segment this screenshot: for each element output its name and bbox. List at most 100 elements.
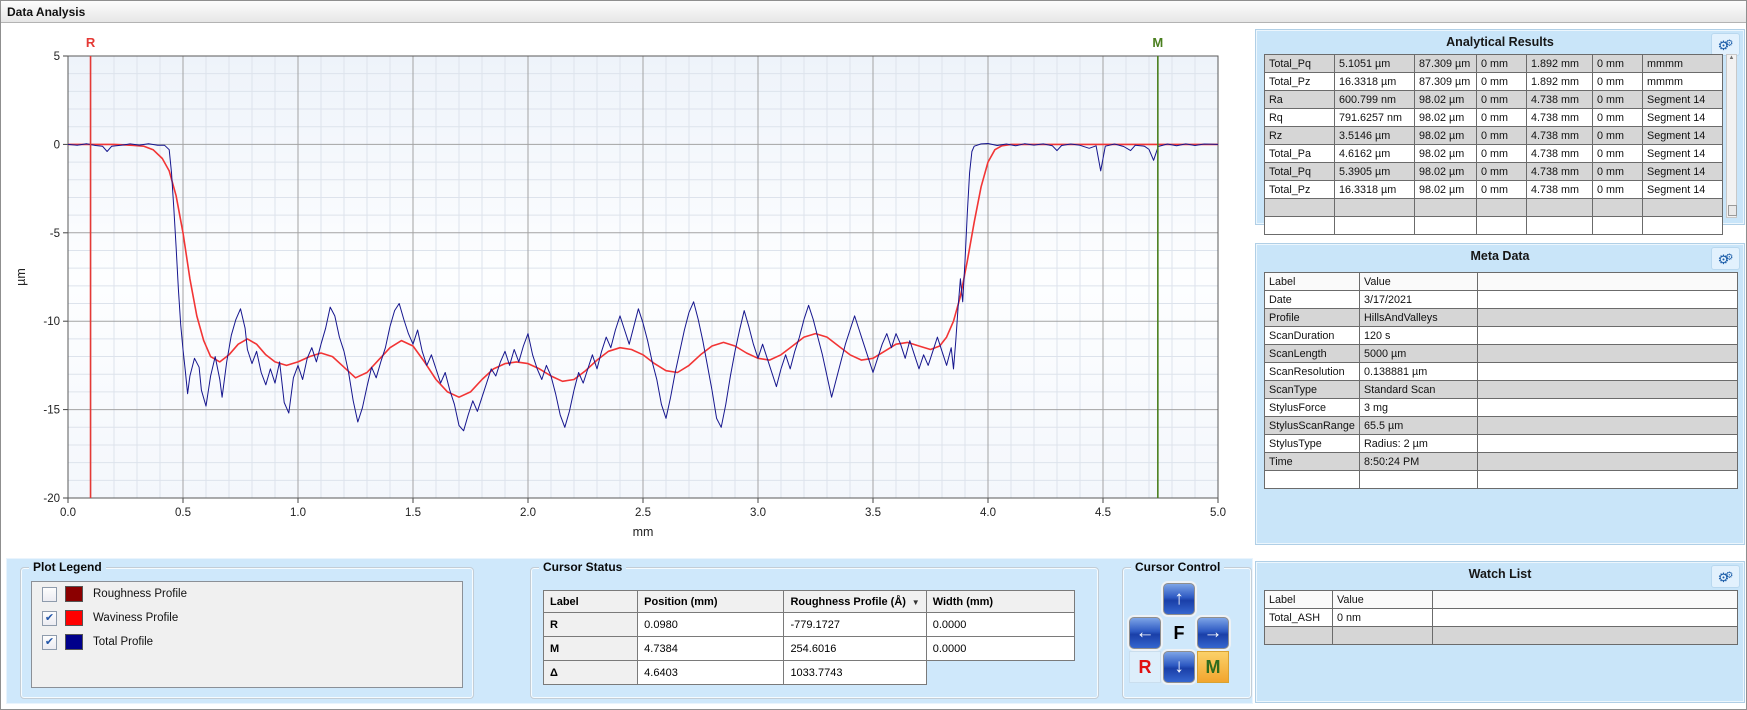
window-titlebar[interactable]: Data Analysis <box>1 1 1746 23</box>
meta-data-table: LabelValueDate3/17/2021 ProfileHillsAndV… <box>1264 272 1738 489</box>
cell <box>1265 627 1333 645</box>
result-cell: Total_Pz <box>1265 181 1335 199</box>
column-header: Label <box>544 591 638 613</box>
result-row[interactable]: Ra600.799 nm98.02 µm0 mm4.738 mm0 mmSegm… <box>1265 91 1723 109</box>
x-tick-label: 3.0 <box>750 507 766 519</box>
checkbox[interactable]: ✔ <box>42 611 57 626</box>
result-row[interactable]: Total_Pz16.3318 µm87.309 µm0 mm1.892 mm0… <box>1265 73 1723 91</box>
result-cell: 0 mm <box>1477 73 1527 91</box>
cursor-fine-button[interactable]: F <box>1163 617 1195 649</box>
meta-row[interactable]: ScanDuration120 s <box>1265 327 1738 345</box>
meta-row[interactable]: ScanLength5000 µm <box>1265 345 1738 363</box>
column-header: Label <box>1265 591 1333 609</box>
x-axis-label: mm <box>633 525 654 539</box>
result-cell: 87.309 µm <box>1415 73 1477 91</box>
cell <box>1478 417 1738 435</box>
cell: ScanLength <box>1265 345 1360 363</box>
analytical-results-title: Analytical Results <box>1256 35 1744 49</box>
watch-row[interactable] <box>1265 627 1738 645</box>
meta-row[interactable]: Time8:50:24 PM <box>1265 453 1738 471</box>
x-tick-label: 4.5 <box>1095 507 1111 519</box>
analytical-results-table: Total_Pq5.1051 µm87.309 µm0 mm1.892 mm0 … <box>1264 54 1723 235</box>
result-row[interactable]: Total_Pa4.6162 µm98.02 µm0 mm4.738 mm0 m… <box>1265 145 1723 163</box>
cell <box>1478 327 1738 345</box>
cursor-m-select-button[interactable]: M <box>1197 651 1229 683</box>
cursor-control-group: Cursor Control ↑ ← F → R ↓ M <box>1122 567 1252 699</box>
analytical-results-settings-button[interactable]: ⚙⚙ <box>1711 33 1740 56</box>
checkbox[interactable]: ✔ <box>42 635 57 650</box>
watch-list-settings-button[interactable]: ⚙⚙ <box>1711 565 1740 588</box>
result-cell: 98.02 µm <box>1415 163 1477 181</box>
x-tick-label: 3.5 <box>865 507 881 519</box>
signal-select-dropdown[interactable]: Roughness Profile (Å)▼ <box>784 591 926 613</box>
cell: -779.1727 <box>784 613 926 637</box>
scrollbar-thumb[interactable] <box>1728 205 1737 216</box>
result-cell <box>1415 199 1477 217</box>
profile-chart[interactable]: 0.00.51.01.52.02.53.03.54.04.55.050-5-10… <box>1 23 1251 558</box>
meta-row[interactable]: ScanResolution0.138881 µm <box>1265 363 1738 381</box>
meta-row[interactable]: StylusForce3 mg <box>1265 399 1738 417</box>
chevron-down-icon[interactable]: ▼ <box>912 598 920 607</box>
meta-row[interactable] <box>1265 471 1738 489</box>
result-cell: Total_Pz <box>1265 73 1335 91</box>
result-cell: Segment 14 <box>1643 91 1723 109</box>
cursor-down-button[interactable]: ↓ <box>1163 651 1195 683</box>
column-header: Label <box>1265 273 1360 291</box>
analytical-results-scrollbar[interactable]: ▲ <box>1726 54 1737 218</box>
meta-row[interactable]: StylusTypeRadius: 2 µm <box>1265 435 1738 453</box>
column-header <box>1433 591 1738 609</box>
cursor-m-label: M <box>1152 35 1163 50</box>
y-tick-label: 0 <box>54 139 60 151</box>
result-row[interactable] <box>1265 199 1723 217</box>
result-cell: 98.02 µm <box>1415 145 1477 163</box>
cursor-left-button[interactable]: ← <box>1129 617 1161 649</box>
meta-row[interactable]: ScanTypeStandard Scan <box>1265 381 1738 399</box>
meta-row[interactable]: ProfileHillsAndValleys <box>1265 309 1738 327</box>
meta-data-settings-button[interactable]: ⚙⚙ <box>1711 247 1740 270</box>
result-cell: 0 mm <box>1593 181 1643 199</box>
result-row[interactable] <box>1265 217 1723 235</box>
result-cell <box>1593 199 1643 217</box>
result-cell: Segment 14 <box>1643 163 1723 181</box>
result-cell: Ra <box>1265 91 1335 109</box>
cell: 8:50:24 PM <box>1360 453 1478 471</box>
cell: Standard Scan <box>1360 381 1478 399</box>
column-header: Value <box>1333 591 1433 609</box>
cell <box>1333 627 1433 645</box>
column-header: Value <box>1360 273 1478 291</box>
cell <box>1478 291 1738 309</box>
result-cell: 16.3318 µm <box>1335 181 1415 199</box>
result-cell <box>1415 217 1477 235</box>
x-tick-label: 0.5 <box>175 507 191 519</box>
plot-legend-list: Roughness Profile✔Waviness Profile✔Total… <box>31 581 463 688</box>
result-row[interactable]: Rz3.5146 µm98.02 µm0 mm4.738 mm0 mmSegme… <box>1265 127 1723 145</box>
result-row[interactable]: Total_Pq5.3905 µm98.02 µm0 mm4.738 mm0 m… <box>1265 163 1723 181</box>
result-row[interactable]: Rq791.6257 nm98.02 µm0 mm4.738 mm0 mmSeg… <box>1265 109 1723 127</box>
result-cell: 4.738 mm <box>1527 91 1593 109</box>
result-cell: 0 mm <box>1593 163 1643 181</box>
result-cell <box>1527 217 1593 235</box>
y-tick-label: 5 <box>54 51 60 63</box>
cursor-r-select-button[interactable]: R <box>1129 651 1161 683</box>
cursor-up-button[interactable]: ↑ <box>1163 583 1195 615</box>
result-row[interactable]: Total_Pz16.3318 µm98.02 µm0 mm4.738 mm0 … <box>1265 181 1723 199</box>
meta-row[interactable]: StylusScanRange65.5 µm <box>1265 417 1738 435</box>
cursor-status-table: LabelPosition (mm)Roughness Profile (Å)▼… <box>543 590 1075 685</box>
meta-row[interactable]: Date3/17/2021 <box>1265 291 1738 309</box>
result-cell <box>1335 217 1415 235</box>
cell: Radius: 2 µm <box>1360 435 1478 453</box>
scroll-up-icon[interactable]: ▲ <box>1727 55 1736 61</box>
checkbox[interactable] <box>42 587 57 602</box>
series-color-swatch <box>65 610 83 626</box>
data-analysis-window: Data Analysis 0.00.51.01.52.02.53.03.54.… <box>0 0 1747 710</box>
legend-item: ✔Waviness Profile <box>32 606 462 630</box>
watch-row[interactable]: Total_ASH0 nm <box>1265 609 1738 627</box>
cell: StylusType <box>1265 435 1360 453</box>
cell: M <box>544 637 638 661</box>
result-row[interactable]: Total_Pq5.1051 µm87.309 µm0 mm1.892 mm0 … <box>1265 55 1723 73</box>
cell: 0 nm <box>1333 609 1433 627</box>
bottom-toolbar-strip: Plot Legend Roughness Profile✔Waviness P… <box>6 558 1253 704</box>
result-cell <box>1335 199 1415 217</box>
gear-icon: ⚙ <box>1725 252 1733 262</box>
cursor-right-button[interactable]: → <box>1197 617 1229 649</box>
